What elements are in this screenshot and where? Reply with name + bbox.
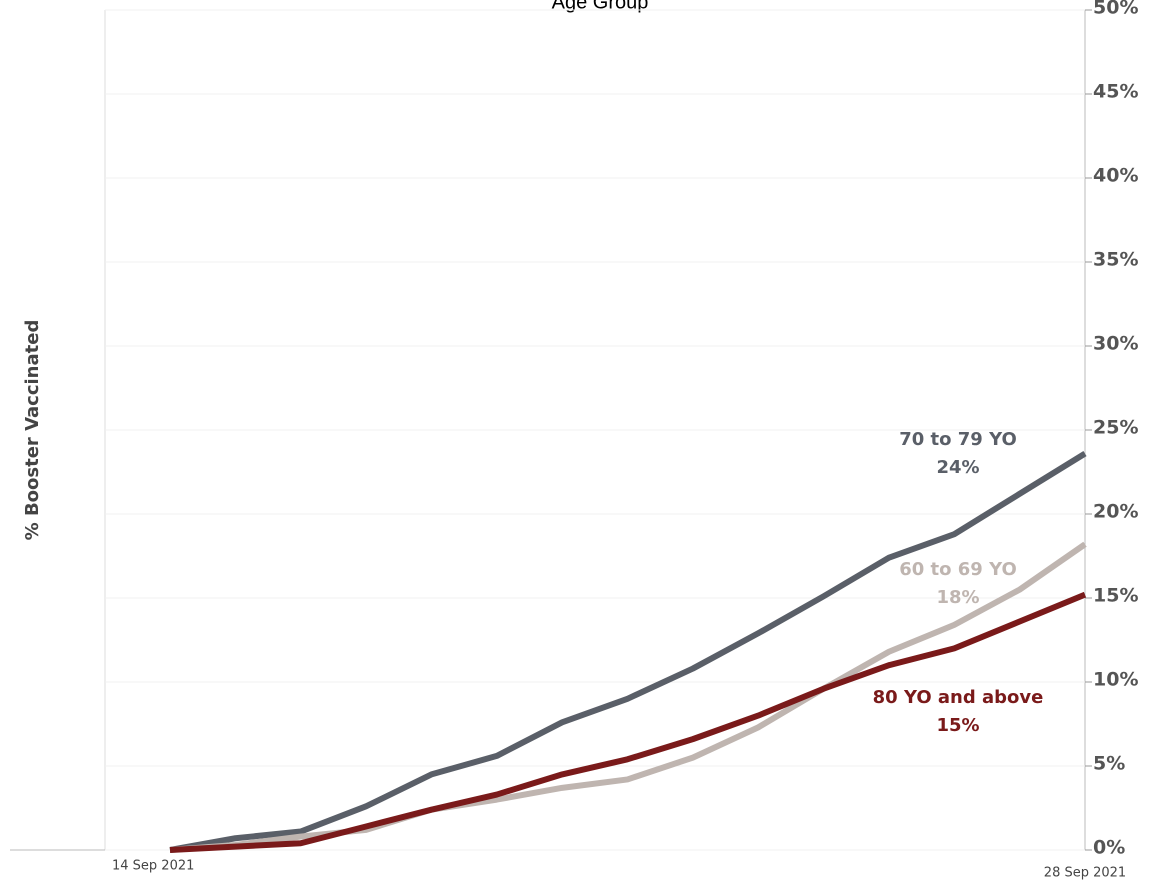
series-end-value: 18% bbox=[936, 587, 979, 608]
y-tick-label: 30% bbox=[1093, 333, 1138, 355]
y-tick-label: 5% bbox=[1093, 753, 1125, 775]
y-tick-label: 15% bbox=[1093, 585, 1138, 607]
series-label: 60 to 69 YO bbox=[899, 559, 1017, 580]
line-series bbox=[169, 450, 1087, 853]
y-tick-label: 45% bbox=[1093, 81, 1138, 103]
y-tick-label: 50% bbox=[1093, 0, 1138, 19]
y-tick-label: 20% bbox=[1093, 501, 1138, 523]
series-end-value: 15% bbox=[936, 715, 979, 736]
y-tick-label: 10% bbox=[1093, 669, 1138, 691]
y-tick-label: 35% bbox=[1093, 249, 1138, 271]
x-tick-label: 14 Sep 2021 bbox=[112, 859, 194, 874]
chart-title: Age Group bbox=[552, 0, 649, 13]
y-axis-label: % Booster Vaccinated bbox=[22, 320, 43, 541]
y-tick-label: 40% bbox=[1093, 165, 1138, 187]
y-tick-label: 25% bbox=[1093, 417, 1138, 439]
series-label: 80 YO and above bbox=[873, 687, 1044, 708]
x-tick-label: 28 Sep 2021 bbox=[1044, 866, 1126, 881]
line-series bbox=[169, 591, 1087, 853]
line-series bbox=[169, 541, 1087, 853]
series-end-value: 24% bbox=[936, 457, 979, 478]
series-label: 70 to 79 YO bbox=[899, 429, 1017, 450]
y-tick-label: 0% bbox=[1093, 837, 1125, 859]
